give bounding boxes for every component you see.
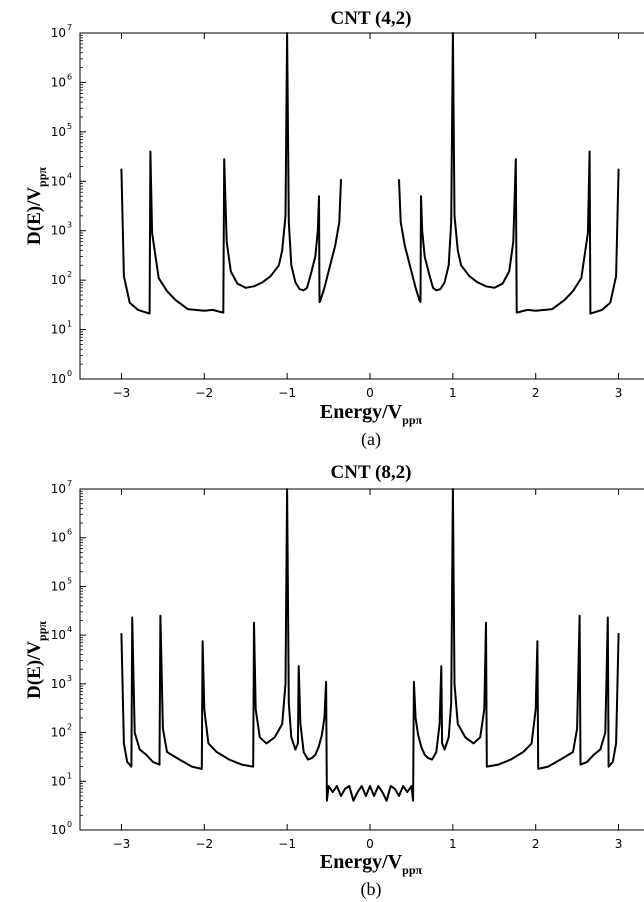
y-tick-label: 10 (51, 372, 66, 386)
y-tick-label: 10 (51, 726, 66, 740)
y-tick-label: 10 (51, 323, 66, 337)
y-tick-label: 10 (51, 273, 66, 287)
dos-curve (120, 32, 620, 315)
y-tick-exponent: 7 (67, 479, 72, 488)
y-tick-exponent: 5 (67, 576, 72, 585)
y-tick-exponent: 2 (67, 723, 72, 732)
y-tick-exponent: 4 (67, 625, 72, 634)
y-tick-label: 10 (51, 224, 66, 238)
y-tick-exponent: 1 (67, 771, 72, 780)
y-tick-label: 10 (51, 125, 66, 139)
y-tick-label: 10 (51, 774, 66, 788)
y-tick-label: 10 (51, 482, 66, 496)
panel-caption: (a) (361, 429, 381, 450)
y-tick-label: 10 (51, 628, 66, 642)
y-tick-exponent: 3 (67, 674, 72, 683)
x-tick-label: 1 (449, 837, 457, 851)
y-tick-exponent: 6 (67, 528, 72, 537)
x-tick-label: 1 (449, 386, 457, 400)
x-tick-label: 0 (366, 837, 374, 851)
x-axis-label: Energy/Vppπ (320, 851, 423, 877)
y-tick-exponent: 4 (67, 171, 72, 180)
x-tick-label: 3 (615, 837, 623, 851)
y-axis-label: D(E)/Vppπ (24, 167, 49, 245)
y-tick-exponent: 1 (67, 320, 72, 329)
y-tick-exponent: 7 (67, 23, 72, 32)
plot-frame (79, 488, 644, 831)
y-tick-label: 10 (51, 823, 66, 837)
dos-curve (120, 488, 620, 802)
y-tick-label: 10 (51, 677, 66, 691)
x-tick-label: −1 (278, 386, 296, 400)
y-tick-exponent: 5 (67, 122, 72, 131)
y-tick-label: 10 (51, 579, 66, 593)
x-tick-label: 2 (532, 386, 540, 400)
y-tick-label: 10 (51, 26, 66, 40)
x-axis: −3 −2 −1 0 1 2 3 (113, 33, 623, 400)
chart-title: CNT (4,2) (331, 8, 412, 29)
x-tick-label: 3 (615, 386, 623, 400)
y-tick-label: 10 (51, 75, 66, 89)
x-tick-label: 0 (366, 386, 374, 400)
x-tick-label: −3 (113, 837, 131, 851)
y-tick-exponent: 2 (67, 270, 72, 279)
y-tick-label: 10 (51, 531, 66, 545)
plot-frame (79, 32, 644, 380)
y-axis-label: D(E)/Vppπ (24, 621, 49, 699)
x-axis: −3 −2 −1 0 1 2 3 (113, 489, 623, 851)
x-tick-label: −1 (278, 837, 296, 851)
x-tick-label: 2 (532, 837, 540, 851)
y-tick-exponent: 3 (67, 221, 72, 230)
y-tick-exponent: 6 (67, 72, 72, 81)
y-tick-exponent: 0 (67, 369, 72, 378)
x-tick-label: −2 (195, 837, 213, 851)
chart-title: CNT (8,2) (331, 462, 412, 483)
x-tick-label: −3 (113, 386, 131, 400)
y-tick-exponent: 0 (67, 820, 72, 829)
x-axis-label: Energy/Vppπ (320, 401, 423, 427)
panel-caption: (b) (361, 879, 382, 900)
x-tick-label: −2 (195, 386, 213, 400)
y-tick-label: 10 (51, 174, 66, 188)
